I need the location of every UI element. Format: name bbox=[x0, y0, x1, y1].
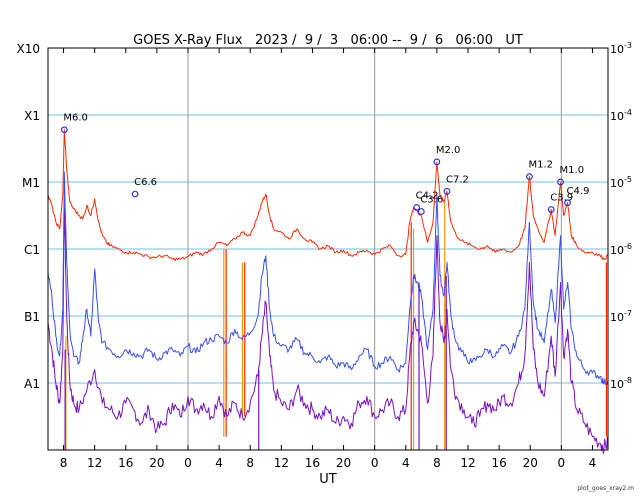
x-axis-label: UT bbox=[319, 472, 337, 487]
left-axis-label: X1 bbox=[24, 109, 40, 123]
x-tick-label: 8 bbox=[60, 456, 68, 470]
flare-marker bbox=[557, 178, 564, 186]
series-line-short bbox=[47, 171, 609, 386]
flare-label: M1.2 bbox=[528, 160, 553, 171]
flare-label: C6.6 bbox=[134, 177, 157, 188]
x-tick-label: 12 bbox=[460, 456, 475, 470]
grid-lines bbox=[48, 47, 608, 384]
x-tick-label: 0 bbox=[371, 456, 379, 470]
x-tick-label: 16 bbox=[118, 456, 133, 470]
x-tick-label: 4 bbox=[589, 456, 597, 470]
right-axis-label: 10-6 bbox=[610, 242, 632, 257]
flare-marker bbox=[433, 158, 441, 166]
x-axis-ticks: 8 12 16 20 0 4 8 12 16 20 0 4 8 12 16 20 0 4 bbox=[60, 48, 597, 470]
right-axis-label: 10-4 bbox=[610, 108, 632, 123]
left-axis-label: A1 bbox=[24, 377, 40, 391]
dropout-lines bbox=[64, 202, 608, 450]
flare-marker bbox=[547, 206, 555, 213]
flare-label: C4.2 bbox=[416, 190, 439, 201]
flare-label: C3.6 bbox=[420, 194, 443, 205]
flare-marker bbox=[60, 126, 68, 134]
right-axis-label: 10-5 bbox=[610, 175, 632, 190]
x-tick-label: 8 bbox=[433, 456, 441, 470]
x-tick-label: 16 bbox=[491, 456, 506, 470]
x-tick-label: 12 bbox=[274, 456, 289, 470]
x-tick-label: 20 bbox=[149, 456, 164, 470]
flare-label: C4.9 bbox=[567, 186, 590, 197]
flare-markers: M6.0 C6.6 C4.2C3.6 M2.0 C7.2 M1.2 C3.9 M1.0 C4.9 bbox=[60, 113, 590, 215]
flare-marker bbox=[564, 199, 571, 207]
right-axis-labels: 10-3 10-4 10-5 10-6 10-7 10-8 bbox=[610, 41, 632, 391]
x-tick-label: 0 bbox=[184, 456, 192, 470]
flare-marker bbox=[131, 190, 139, 198]
x-tick-label: 20 bbox=[523, 456, 538, 470]
plot-frame bbox=[47, 47, 609, 451]
left-axis-label: C1 bbox=[24, 243, 40, 257]
flare-label: M1.0 bbox=[560, 165, 585, 176]
right-axis-label: 10-3 bbox=[610, 41, 632, 56]
chart-title: GOES X-Ray Flux 2023 / 9 / 3 06:00 -- 9 … bbox=[133, 33, 523, 48]
x-tick-label: 20 bbox=[336, 456, 351, 470]
left-axis-label: B1 bbox=[24, 310, 40, 324]
flare-marker bbox=[413, 204, 421, 211]
left-axis-labels: X10 X1 M1 C1 B1 A1 bbox=[17, 42, 41, 391]
flare-marker bbox=[443, 188, 451, 195]
right-axis-label: 10-7 bbox=[610, 309, 632, 324]
flare-label: M2.0 bbox=[436, 145, 461, 156]
flare-marker bbox=[526, 173, 533, 180]
flare-label: C7.2 bbox=[446, 174, 469, 185]
x-tick-label: 12 bbox=[87, 456, 102, 470]
right-axis-label: 10-8 bbox=[610, 376, 632, 391]
left-axis-label: M1 bbox=[22, 176, 40, 190]
series-lines bbox=[47, 129, 609, 454]
left-axis-label: X10 bbox=[17, 42, 41, 56]
flare-label: M6.0 bbox=[63, 113, 88, 124]
x-tick-label: 8 bbox=[246, 456, 254, 470]
x-tick-label: 16 bbox=[305, 456, 320, 470]
flare-label: C3.9 bbox=[550, 192, 573, 203]
x-tick-label: 4 bbox=[215, 456, 223, 470]
x-tick-label: 4 bbox=[402, 456, 410, 470]
x-tick-label: 0 bbox=[558, 456, 566, 470]
footnote: plot_goes_xray2.m bbox=[577, 485, 634, 492]
series-line-short-secondary bbox=[47, 201, 609, 454]
series-line-long bbox=[47, 129, 609, 262]
flare-marker bbox=[417, 208, 425, 215]
